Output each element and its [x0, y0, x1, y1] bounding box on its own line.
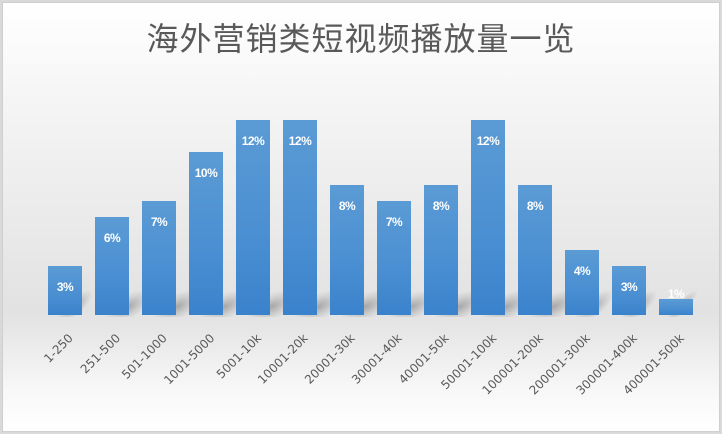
- data-label: 4%: [573, 264, 591, 278]
- bar-501-1000: [142, 201, 176, 315]
- x-tick-label: 1-250: [41, 331, 76, 366]
- bar-40001-50k: [424, 185, 458, 315]
- bar-100001-200k: [518, 185, 552, 315]
- bar-400001-500k: [659, 299, 693, 315]
- data-label: 1%: [667, 287, 685, 301]
- data-label: 8%: [338, 199, 356, 213]
- bar-20001-30k: [330, 185, 364, 315]
- bar-1001-5000: [189, 152, 223, 315]
- data-label: 3%: [56, 280, 74, 294]
- bar-200001-300k: [565, 250, 599, 315]
- x-tick-label: 501-1000: [118, 331, 170, 382]
- x-tick-label: 1001-5000: [161, 331, 218, 388]
- data-label: 12%: [288, 134, 312, 148]
- data-label: 3%: [620, 280, 638, 294]
- data-label: 7%: [150, 215, 168, 229]
- bar-1-250: [48, 266, 82, 315]
- data-label: 12%: [476, 134, 500, 148]
- data-label: 10%: [194, 166, 218, 180]
- data-label: 7%: [385, 215, 403, 229]
- data-label: 8%: [432, 199, 450, 213]
- x-tick-label: 251-500: [77, 331, 124, 377]
- bar-5001-10k: [236, 120, 270, 315]
- bar-251-500: [95, 217, 129, 315]
- bar-300001-400k: [612, 266, 646, 315]
- chart-title: 海外营销类短视频播放量一览: [146, 20, 576, 58]
- data-label: 8%: [526, 199, 544, 213]
- bar-10001-20k: [283, 120, 317, 315]
- bar-50001-100k: [471, 120, 505, 315]
- data-label: 6%: [103, 231, 121, 245]
- data-label: 12%: [241, 134, 265, 148]
- bar-30001-40k: [377, 201, 411, 315]
